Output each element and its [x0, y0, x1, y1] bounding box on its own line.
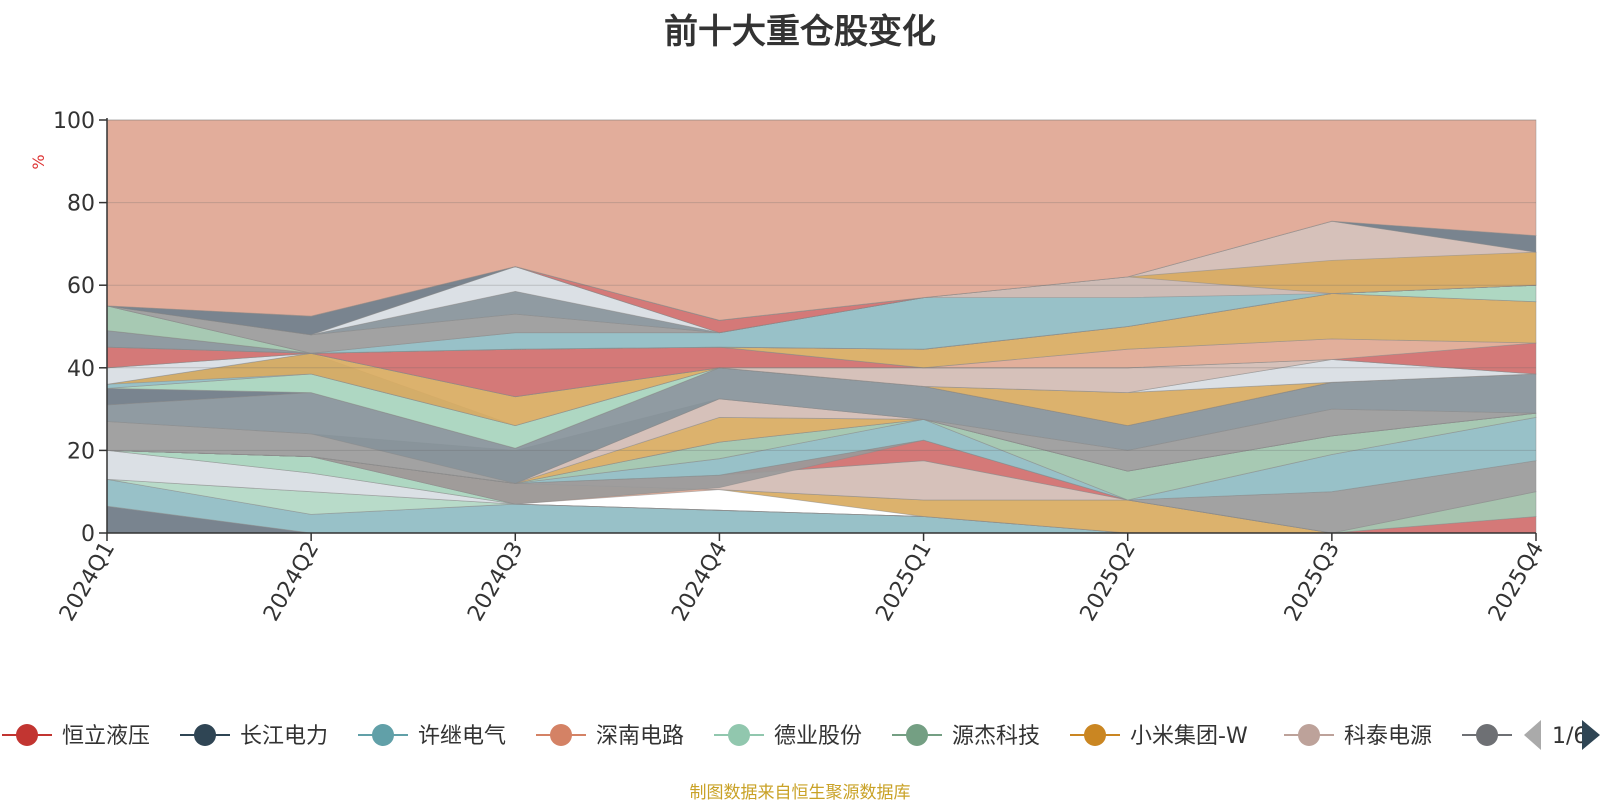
legend-marker	[728, 724, 750, 746]
legend-item-2[interactable]: 许继电气	[358, 724, 506, 749]
footer-credit: 制图数据来自恒生聚源数据库	[689, 783, 911, 803]
legend-marker	[1298, 724, 1320, 746]
y-tick-label-20: 20	[67, 439, 95, 464]
y-axis-unit-label: %	[29, 154, 48, 169]
y-tick-label-40: 40	[67, 357, 95, 382]
legend-item-7[interactable]: 科泰电源	[1284, 724, 1432, 749]
legend-marker	[372, 724, 394, 746]
legend-label: 小米集团-W	[1130, 724, 1248, 749]
legend-label: 许继电气	[418, 724, 506, 749]
y-tick-label-60: 60	[67, 274, 95, 299]
legend-next-page-button[interactable]	[1582, 720, 1600, 750]
legend-marker	[1476, 724, 1498, 746]
legend-label: 德业股份	[774, 724, 862, 749]
legend-item-0[interactable]: 恒立液压	[2, 724, 150, 749]
area-band-4	[106, 450, 1536, 534]
x-tick-label-2025Q3: 2025Q3	[1280, 538, 1345, 626]
x-tick-label-2025Q1: 2025Q1	[871, 538, 936, 626]
y-tick-label-80: 80	[67, 192, 95, 217]
legend-label: 恒立液压	[62, 724, 150, 749]
x-tick-label-2025Q2: 2025Q2	[1076, 538, 1141, 626]
legend-item-4[interactable]: 德业股份	[714, 724, 862, 749]
legend-item-5[interactable]: 源杰科技	[892, 724, 1040, 749]
legend-page-indicator: 1/6	[1552, 724, 1587, 749]
legend-marker	[550, 724, 572, 746]
legend-marker	[16, 724, 38, 746]
gridlines	[107, 119, 1536, 451]
area-band-39	[106, 119, 1537, 321]
legend-marker	[906, 724, 928, 746]
legend: 恒立液压 长江电力 许继电气 深南电路 德业股份 源杰科技 小米集团-W 科泰电源 1/6	[2, 720, 1600, 750]
legend-marker	[1084, 724, 1106, 746]
x-tick-label-2024Q4: 2024Q4	[667, 538, 732, 626]
legend-item-6[interactable]: 小米集团-W	[1070, 724, 1248, 749]
legend-item-3[interactable]: 深南电路	[536, 724, 684, 749]
legend-marker	[194, 724, 216, 746]
x-tick-label-2024Q2: 2024Q2	[259, 538, 324, 626]
x-tick-label-2024Q3: 2024Q3	[463, 538, 528, 626]
x-tick-label-2024Q1: 2024Q1	[55, 538, 120, 626]
legend-prev-page-button[interactable]	[1524, 720, 1541, 750]
y-tick-label-0: 0	[81, 522, 95, 547]
y-tick-label-100: 100	[53, 109, 95, 134]
chart-title: 前十大重仓股变化	[664, 12, 936, 52]
x-tick-label-2025Q4: 2025Q4	[1484, 538, 1549, 626]
legend-item-1[interactable]: 长江电力	[180, 724, 328, 749]
legend-label: 长江电力	[240, 724, 328, 749]
area-bands	[106, 119, 1537, 534]
legend-label: 深南电路	[596, 724, 684, 749]
legend-label: 科泰电源	[1344, 724, 1432, 749]
legend-label: 源杰科技	[952, 724, 1040, 749]
legend-item-8[interactable]	[1462, 724, 1512, 746]
